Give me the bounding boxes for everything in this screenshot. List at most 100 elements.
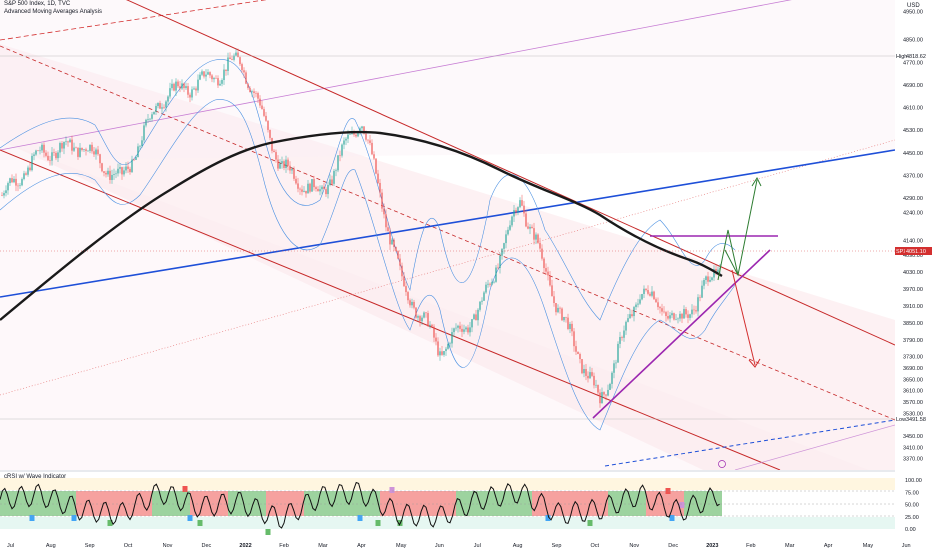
candle-body [199,74,201,80]
candle-body [197,79,199,91]
candle-body [327,185,329,195]
candle-body [639,299,641,304]
descending-channel-fill [0,44,895,470]
candle-body [389,231,391,245]
candle-body [49,160,51,161]
candle-body [263,109,265,116]
price-tag: SPX [896,249,907,255]
candle-body [423,312,425,318]
candle-body [337,155,339,171]
candle-body [505,234,507,244]
candle-body [485,284,487,293]
candle-body [97,149,99,155]
candle-body [237,52,239,58]
price-axis[interactable] [895,0,932,550]
candle-body [259,98,261,106]
candle-body [271,137,273,151]
candle-body [479,301,481,310]
time-tick-label: Oct [591,543,600,549]
time-tick-label: Mar [318,543,328,549]
candle-body [29,167,31,171]
candle-body [329,179,331,186]
candle-body [253,91,255,94]
candle-body [679,313,681,319]
main-pane[interactable] [0,0,895,550]
candle-body [425,312,427,314]
price-axis-ticks: 4950.00 4850.00 4770.00 4690.00 4610.00 4530.… [903,9,923,462]
replay-icon[interactable] [718,460,726,468]
price-tick-label: 4450.00 [903,151,923,157]
price-tick-label: 3970.00 [903,287,923,293]
candle-body [517,207,519,213]
signal-badge [389,487,395,493]
candle-body [565,316,567,318]
candle-body [509,225,511,230]
candle-body [321,186,323,190]
time-tick-label: Feb [746,543,755,549]
candle-body [585,368,587,376]
candle-body [575,346,577,352]
time-tick-label: Nov [163,543,173,549]
candle-body [21,179,23,186]
candle-body [359,128,361,133]
oscillator-tick-label: 75.00 [905,490,919,496]
high-tag: High [896,54,907,60]
candle-body [381,192,383,209]
candle-body [569,323,571,329]
candle-body [101,163,103,172]
crsi-line [0,481,720,529]
candle-body [529,226,531,229]
candle-body [99,154,101,164]
candle-body [221,80,223,84]
time-axis[interactable] [0,538,932,550]
candle-body [133,159,135,161]
candle-body [465,327,467,330]
candle-body [647,290,649,294]
candle-body [293,168,295,179]
upper-purple-line [0,0,792,151]
candle-body [61,143,63,149]
candle-body [305,190,307,194]
candle-body [251,91,253,93]
candle-body [603,392,605,395]
signal-badge [679,502,685,508]
candle-body [233,55,235,60]
oscillator-band-segment [532,491,570,516]
candle-body [563,316,565,321]
candle-body [341,144,343,156]
candle-body [633,307,635,317]
candle-body [317,188,319,192]
candle-body [471,319,473,328]
candle-body [407,292,409,301]
candle-body [275,152,277,160]
candle-body [267,120,269,130]
candle-body [657,302,659,308]
candle-body [629,314,631,319]
candle-body [431,324,433,327]
candle-body [177,81,179,87]
candle-body [141,140,143,146]
candle-body [187,86,189,95]
candle-body [715,269,717,272]
candle-body [615,362,617,364]
time-tick-label: Dec [668,543,678,549]
candle-body [279,163,281,169]
oscillator-tick-label: 0.00 [905,527,916,533]
candle-body [67,141,69,143]
oscillator-pane[interactable] [0,472,895,538]
candle-body [547,271,549,276]
candle-body [397,250,399,259]
candle-body [489,283,491,285]
candle-body [301,189,303,192]
candle-body [119,167,121,169]
candle-body [205,74,207,77]
candle-body [709,279,711,282]
candle-body [577,351,579,354]
candle-body [487,283,489,285]
candle-body [421,317,423,322]
time-tick-label: Jul [7,543,14,549]
candle-body [85,149,87,151]
candle-body [535,234,537,240]
candle-body [631,314,633,317]
